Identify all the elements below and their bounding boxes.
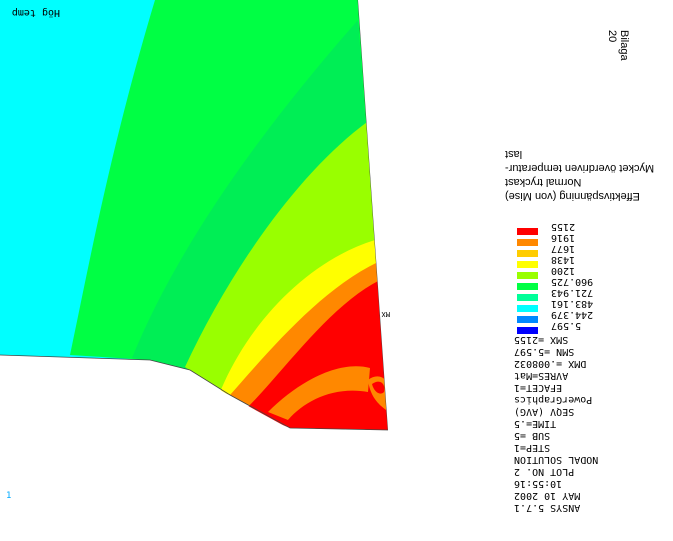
legend-swatch-3 xyxy=(517,261,538,268)
page-tag-label: Bilaga 20 xyxy=(606,30,630,61)
contour-band-red-inner xyxy=(288,392,388,430)
legend-value-0: 2155 xyxy=(551,221,576,232)
legend-value-7: 483.161 xyxy=(551,298,594,309)
info-seqv: SEQV (AVG) xyxy=(514,406,575,417)
legend-value-6: 721.943 xyxy=(551,287,594,298)
legend-swatch-8 xyxy=(517,316,538,323)
legend-swatch-1 xyxy=(517,239,538,246)
info-efacet: EFACET=1 xyxy=(514,382,563,393)
contour-plot: 1 MX Hög temp xyxy=(0,0,503,505)
info-date: MAY 10 2002 xyxy=(514,490,581,501)
legend-value-8: 244.379 xyxy=(551,309,594,320)
hotspot-red xyxy=(372,381,385,394)
info-ansys: ANSYS 5.7.1 xyxy=(514,502,581,513)
title-line-3: Mycket överdriven temperatur- xyxy=(505,162,655,174)
info-time: TIME=.5 xyxy=(514,418,557,429)
blank-fill-lower xyxy=(0,356,392,505)
triad-label: 1 xyxy=(6,491,11,501)
blank-fill-right xyxy=(358,0,503,505)
mx-marker-label: MX xyxy=(381,310,390,318)
legend-value-2: 1677 xyxy=(551,243,576,254)
legend-value-1: 1916 xyxy=(551,232,576,243)
title-line-1: Effektivspänning (von Mise) xyxy=(505,190,640,202)
legend-value-3: 1438 xyxy=(551,254,576,265)
info-plot-no: PLOT NO. 2 xyxy=(514,466,575,477)
contour-band-orange-inner xyxy=(268,366,370,420)
legend-swatch-5 xyxy=(517,283,538,290)
info-dmx: DMX =.008032 xyxy=(514,358,587,369)
contour-band-red xyxy=(245,280,388,430)
legend-swatch-4 xyxy=(517,272,538,279)
info-smx: SMX =2155 xyxy=(514,334,569,345)
info-sub: SUB =5 xyxy=(514,430,551,441)
info-solution: NODAL SOLUTION xyxy=(514,454,599,465)
info-step: STEP=1 xyxy=(514,442,551,453)
title-line-2: Normal tryckast xyxy=(505,176,582,188)
legend-swatch-9 xyxy=(517,327,538,334)
legend-swatch-6 xyxy=(517,294,538,301)
info-smn: SMN =5.597 xyxy=(514,346,575,357)
info-avres: AVRES=Mat xyxy=(514,370,569,381)
title-line-4: last xyxy=(505,148,523,160)
info-clock: 10:55:16 xyxy=(514,478,563,489)
legend-value-9: 5.597 xyxy=(551,320,582,331)
page-tag: Bilaga 20 xyxy=(606,10,670,70)
legend-value-5: 960.725 xyxy=(551,276,594,287)
legend-swatch-2 xyxy=(517,250,538,257)
info-graphics: PowerGraphics xyxy=(514,394,593,405)
legend-swatch-0 xyxy=(517,228,538,235)
legend-value-4: 1200 xyxy=(551,265,576,276)
region-label: Hög temp xyxy=(12,7,60,18)
legend-swatch-7 xyxy=(517,305,538,312)
